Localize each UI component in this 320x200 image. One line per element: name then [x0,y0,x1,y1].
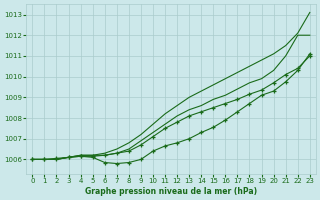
X-axis label: Graphe pression niveau de la mer (hPa): Graphe pression niveau de la mer (hPa) [85,187,257,196]
